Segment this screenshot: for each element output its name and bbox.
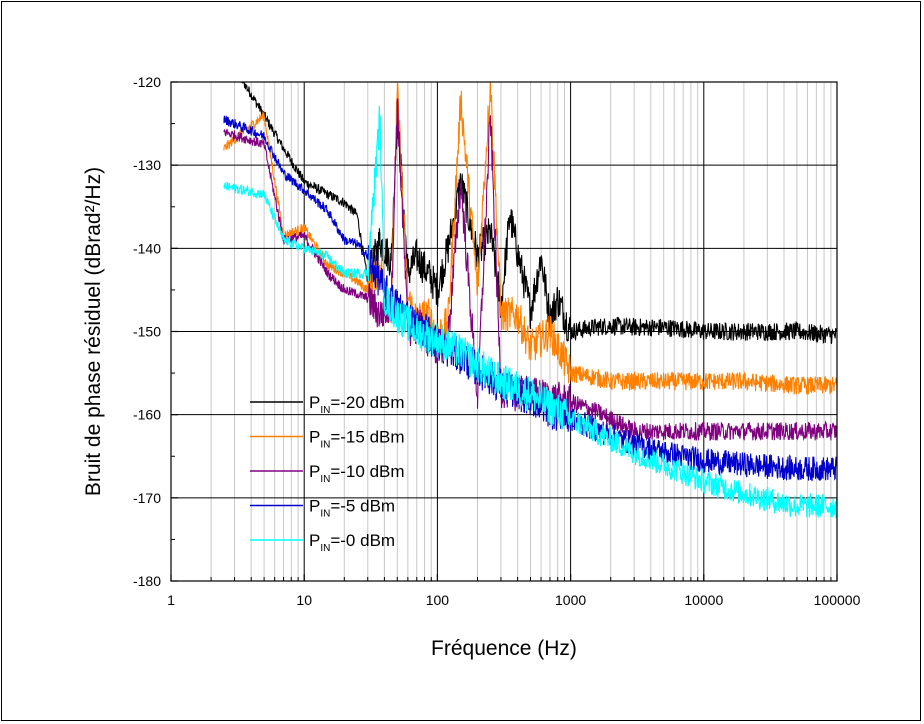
y-tick-label: -180 [133,573,161,589]
y-tick-label: -170 [133,490,161,506]
legend: PIN=-20 dBm PIN=-15 dBm PIN=-10 dBm PIN=-5 … [250,393,405,554]
x-tick-label: 10000 [684,592,723,608]
y-tick-label: -160 [133,407,161,423]
series-line [223,82,837,395]
series-line [223,105,837,519]
y-tick-label: -120 [133,74,161,90]
legend-label: PIN=-15 dBm [309,428,405,451]
series-line [240,82,837,345]
x-tick-label: 1 [167,592,175,608]
legend-label: PIN=-20 dBm [309,393,405,416]
legend-label: PIN=-10 dBm [309,462,405,485]
axes: 1 10 100 1000 10000 100000 -180 -170 -160 -150 -14… [133,74,861,608]
x-axis-title: Fréquence (Hz) [431,637,577,660]
legend-label: PIN=-0 dBm [309,531,395,554]
series-layer [223,82,837,519]
x-tick-label: 100 [426,592,450,608]
x-tick-label: 1000 [555,592,586,608]
x-tick-label: 100000 [814,592,861,608]
y-axis-title: Bruit de phase résiduel (dBrad²/Hz) [82,167,105,496]
legend-label: PIN=-5 dBm [309,497,395,520]
y-tick-label: -140 [133,240,161,256]
y-tick-label: -130 [133,157,161,173]
y-tick-label: -150 [133,324,161,340]
x-tick-label: 10 [296,592,312,608]
